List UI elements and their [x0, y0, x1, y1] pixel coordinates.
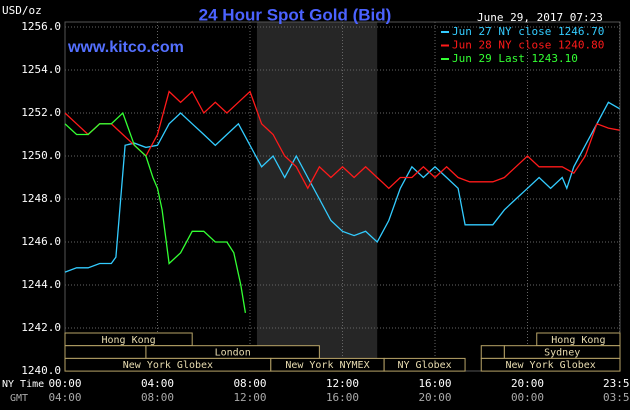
x-row-label: NY Time: [2, 379, 44, 390]
y-tick-label: 1240.0: [21, 364, 61, 377]
shaded-region: [256, 22, 378, 371]
session-box: [480, 345, 505, 359]
x-row-label: GMT: [10, 393, 28, 404]
y-tick-label: 1246.0: [21, 235, 61, 248]
y-tick-label: 1244.0: [21, 278, 61, 291]
x-tick-label-gmt: 12:00: [233, 391, 266, 404]
series-line: [64, 90, 620, 190]
x-tick-label-gmt: 08:00: [141, 391, 174, 404]
x-tick-label: 16:00: [418, 377, 451, 390]
session-label: NY Globex: [398, 360, 452, 371]
session-box: [383, 357, 466, 372]
x-tick-label: 08:00: [233, 377, 266, 390]
legend-label: Jun 27 NY close 1246.70: [452, 25, 604, 38]
x-tick-label: 23:59: [603, 377, 630, 390]
chart-date: June 29, 2017 07:23: [477, 11, 603, 24]
chart-title: 24 Hour Spot Gold (Bid): [199, 5, 392, 24]
x-tick-label: 00:00: [48, 377, 81, 390]
y-tick-label: 1256.0: [21, 20, 61, 33]
x-tick-label: 04:00: [141, 377, 174, 390]
y-axis-label: USD/oz: [2, 4, 42, 17]
x-tick-label-gmt: 03:59: [603, 391, 630, 404]
x-tick-label-gmt: 16:00: [326, 391, 359, 404]
x-tick-label: 12:00: [326, 377, 359, 390]
series-line: [64, 111, 247, 314]
y-tick-label: 1250.0: [21, 149, 61, 162]
y-tick-label: 1242.0: [21, 321, 61, 334]
site-label: www.kitco.com: [67, 39, 184, 56]
y-tick-label: 1254.0: [21, 63, 61, 76]
session-label: New York Globex: [505, 360, 595, 371]
x-tick-label-gmt: 00:00: [511, 391, 544, 404]
y-tick-label: 1248.0: [21, 192, 61, 205]
session-label: Hong Kong: [551, 335, 605, 346]
session-label: New York Globex: [123, 360, 213, 371]
x-tick-label-gmt: 04:00: [48, 391, 81, 404]
plot: 1240.0 1242.0 1244.0 1246.0 1248.0 1250.0 1252…: [21, 20, 630, 404]
session-label: London: [215, 348, 251, 359]
y-tick-label: 1252.0: [21, 106, 61, 119]
legend-label: Jun 28 NY close 1240.80: [452, 39, 604, 52]
x-tick-label-gmt: 20:00: [418, 391, 451, 404]
x-tick-label: 20:00: [511, 377, 544, 390]
session-box: [64, 345, 147, 359]
session-label: Hong Kong: [102, 335, 156, 346]
session-label: Sydney: [544, 348, 580, 359]
legend-label: Jun 29 Last 1243.10: [452, 52, 578, 65]
session-label: New York NYMEX: [285, 360, 369, 371]
series-line: [64, 101, 620, 273]
session-box: [480, 357, 621, 372]
